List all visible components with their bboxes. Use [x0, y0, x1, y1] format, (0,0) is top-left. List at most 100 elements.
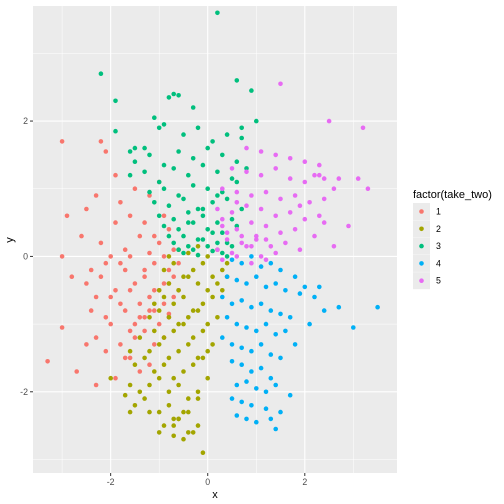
point-series-5	[224, 230, 230, 235]
point-series-2	[152, 328, 157, 334]
point-series-4	[268, 416, 274, 422]
point-series-2	[161, 423, 167, 428]
point-series-1	[122, 308, 128, 313]
point-series-3	[156, 125, 162, 131]
point-series-2	[171, 416, 176, 422]
point-series-1	[147, 362, 152, 368]
point-series-2	[195, 423, 201, 428]
point-series-3	[161, 122, 167, 127]
point-series-1	[156, 240, 162, 246]
point-series-4	[292, 342, 298, 347]
point-series-1	[93, 335, 99, 340]
point-series-1	[59, 139, 65, 144]
point-series-5	[239, 240, 244, 246]
point-series-4	[273, 332, 279, 337]
point-series-5	[365, 186, 371, 191]
point-series-3	[210, 230, 215, 235]
point-series-3	[239, 135, 244, 141]
point-series-2	[186, 342, 191, 347]
point-series-1	[152, 308, 157, 313]
x-axis-ticks: -2 0 2	[107, 473, 307, 487]
point-series-2	[181, 274, 186, 280]
legend-label-4: 4	[436, 258, 441, 268]
legend-key-3	[419, 243, 424, 249]
legend-title: factor(take_two)	[413, 189, 492, 201]
point-series-3	[171, 216, 176, 222]
point-series-2	[161, 362, 167, 368]
point-series-5	[263, 237, 269, 242]
point-series-1	[118, 301, 123, 307]
point-series-2	[176, 416, 181, 422]
point-series-2	[132, 362, 138, 368]
point-series-3	[190, 220, 196, 225]
point-series-4	[263, 321, 269, 327]
point-series-4	[253, 328, 259, 334]
point-series-2	[176, 288, 181, 293]
point-series-2	[200, 328, 206, 334]
point-series-2	[171, 260, 176, 266]
point-series-4	[321, 308, 327, 313]
point-series-2	[220, 267, 225, 273]
point-series-3	[249, 88, 254, 93]
point-series-5	[215, 247, 220, 252]
point-series-2	[215, 315, 220, 320]
point-series-5	[292, 227, 298, 232]
point-series-4	[253, 274, 259, 280]
point-series-1	[132, 321, 138, 327]
point-series-2	[156, 409, 162, 415]
point-series-1	[93, 294, 99, 300]
point-series-4	[224, 315, 230, 320]
point-series-5	[321, 220, 327, 225]
point-series-4	[220, 335, 225, 340]
x-tick-label: 0	[205, 477, 210, 487]
point-series-4	[244, 281, 249, 286]
point-series-3	[181, 132, 186, 137]
point-series-1	[161, 254, 167, 259]
point-series-2	[161, 335, 167, 340]
point-series-1	[98, 274, 104, 280]
point-series-2	[161, 267, 167, 273]
point-series-5	[258, 206, 264, 212]
point-series-3	[176, 193, 181, 198]
point-series-2	[132, 403, 138, 408]
point-series-1	[88, 308, 94, 313]
point-series-3	[186, 210, 191, 215]
point-series-3	[200, 237, 206, 242]
point-series-2	[190, 335, 196, 340]
point-series-1	[84, 342, 89, 347]
point-series-1	[93, 382, 99, 388]
point-series-3	[205, 244, 210, 249]
point-series-2	[205, 288, 210, 293]
point-series-3	[186, 220, 191, 225]
point-series-2	[142, 355, 147, 361]
point-series-1	[79, 233, 84, 239]
point-series-4	[278, 311, 283, 317]
point-series-1	[137, 369, 143, 374]
point-series-4	[287, 392, 293, 398]
legend-label-2: 2	[436, 224, 441, 234]
point-series-2	[195, 355, 201, 361]
point-series-1	[132, 186, 138, 191]
point-series-2	[200, 260, 206, 266]
point-series-3	[132, 159, 138, 164]
point-series-4	[375, 304, 380, 310]
point-series-3	[176, 149, 181, 154]
point-series-2	[205, 375, 210, 381]
point-series-4	[239, 260, 244, 266]
point-series-4	[234, 277, 240, 283]
point-series-4	[297, 291, 303, 296]
point-series-1	[103, 315, 109, 320]
point-series-4	[239, 399, 244, 405]
point-series-1	[118, 260, 123, 266]
point-series-3	[147, 152, 152, 158]
point-series-3	[195, 206, 201, 212]
point-series-3	[224, 196, 230, 202]
point-series-2	[200, 450, 206, 456]
point-series-3	[166, 203, 172, 208]
point-series-2	[142, 396, 147, 401]
point-series-2	[190, 430, 196, 435]
point-series-4	[234, 413, 240, 418]
point-series-4	[307, 321, 312, 327]
point-series-2	[127, 348, 133, 354]
point-series-5	[234, 200, 240, 205]
